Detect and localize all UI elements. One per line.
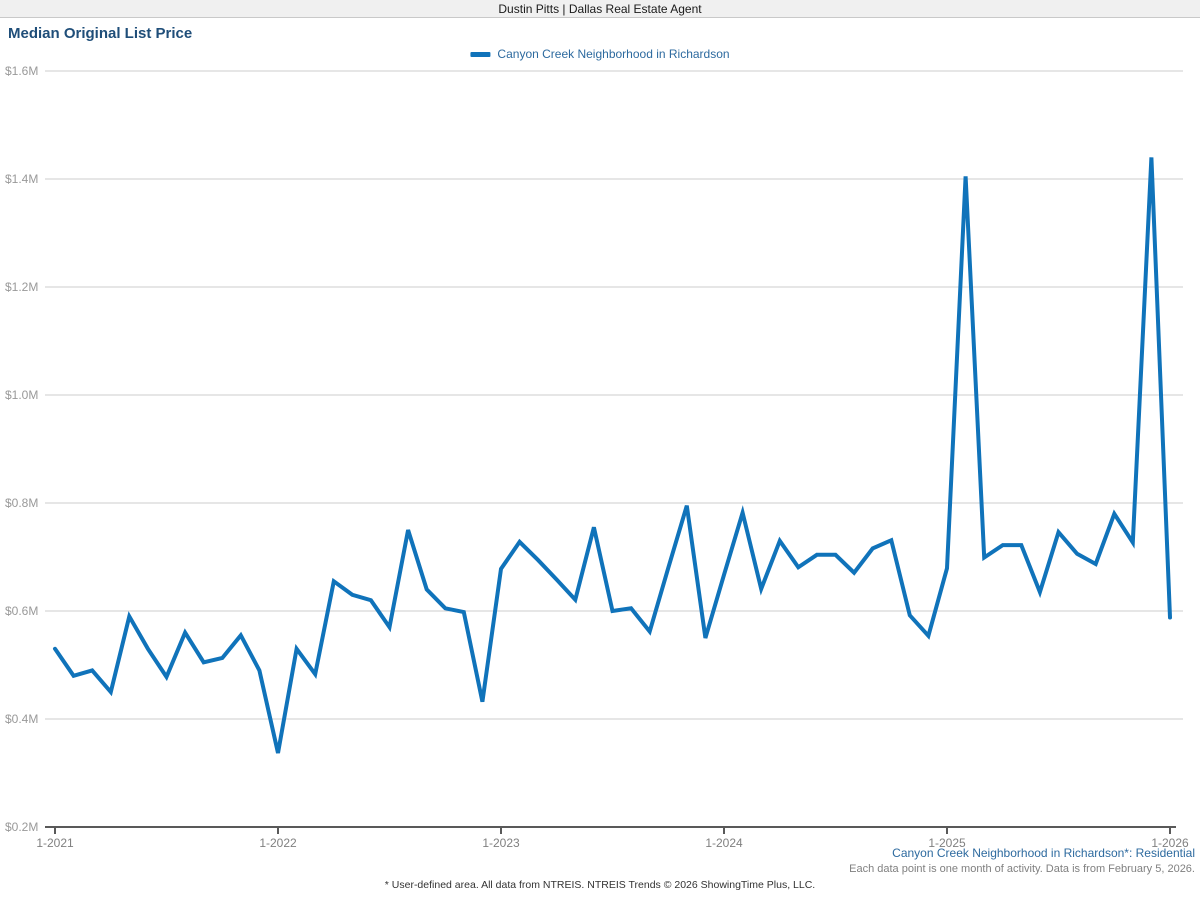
x-tick-label: 1-2022 [259, 836, 297, 850]
y-tick-label: $0.4M [5, 712, 38, 726]
legend-label: Canyon Creek Neighborhood in Richardson [497, 47, 730, 61]
y-tick-label: $0.2M [5, 820, 38, 834]
chart-title: Median Original List Price [8, 25, 193, 42]
y-tick-label: $1.4M [5, 172, 38, 186]
header-title: Dustin Pitts | Dallas Real Estate Agent [498, 1, 702, 16]
footnote-disclaimer: * User-defined area. All data from NTREI… [384, 879, 816, 891]
x-tick-label: 1-2024 [705, 836, 743, 850]
legend: Canyon Creek Neighborhood in Richardson [470, 47, 730, 61]
price-series-line [53, 157, 1172, 754]
x-tick-label: 1-2023 [482, 836, 520, 850]
y-tick-label: $0.8M [5, 496, 38, 510]
legend-line-swatch [470, 51, 491, 57]
y-tick-label: $1.6M [5, 64, 38, 78]
x-tick-label: 1-2026 [1151, 836, 1189, 850]
x-tick-label: 1-2021 [36, 836, 74, 850]
x-tick-label: 1-2025 [928, 836, 966, 850]
y-tick-label: $1.0M [5, 388, 38, 402]
y-tick-label: $1.2M [5, 280, 38, 294]
y-tick-label: $0.6M [5, 604, 38, 618]
footer-data-note: Each data point is one month of activity… [849, 863, 1195, 875]
header-bar: Dustin Pitts | Dallas Real Estate Agent [0, 0, 1200, 18]
footer-series-note: Canyon Creek Neighborhood in Richardson*… [892, 846, 1195, 860]
